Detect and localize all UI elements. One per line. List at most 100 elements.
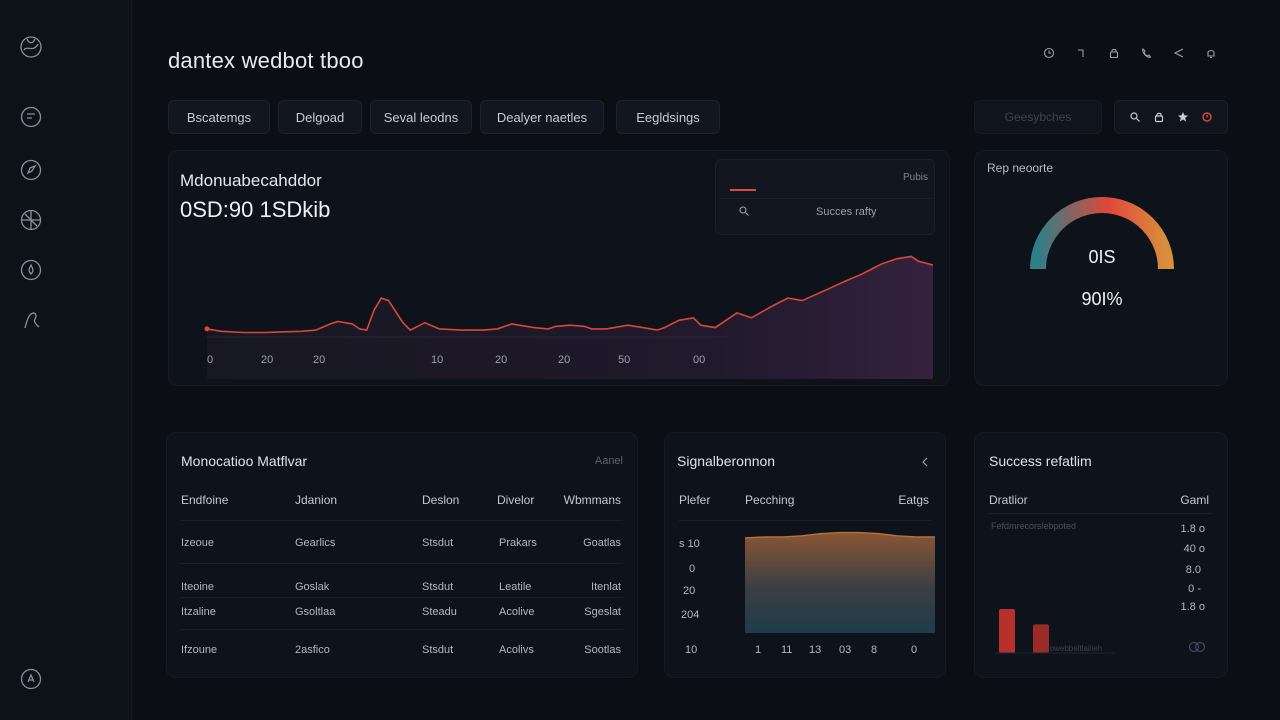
sidebar <box>0 0 132 720</box>
toolbar <box>1114 100 1228 134</box>
success-value: 8.0 <box>1185 564 1201 576</box>
search-icon[interactable] <box>1128 110 1142 124</box>
alert-icon[interactable] <box>1200 110 1214 124</box>
row-divider <box>181 629 623 630</box>
monitoring-action[interactable]: Aanel <box>594 455 623 467</box>
area-fill <box>745 532 935 633</box>
col-header[interactable]: Divelor <box>497 493 535 507</box>
series-start-point <box>204 326 210 332</box>
area-fill <box>207 256 933 379</box>
series-line <box>744 531 935 539</box>
success-footer: rowebbeltlaiiieh <box>1047 644 1103 653</box>
x-tick-label: 11 <box>781 644 793 656</box>
x-tick-label: 10 <box>431 354 443 366</box>
col-header[interactable]: Pecching <box>745 493 795 507</box>
legend-divider <box>720 198 932 199</box>
globe-icon[interactable] <box>18 34 44 60</box>
main-chart-card: Mdonuabecahddor 0SD:90 1SDkib Pubis Succ… <box>168 150 950 386</box>
y-tick-label: 204 <box>681 609 700 621</box>
table-cell: Sootlas <box>584 644 621 656</box>
monitoring-title: Monocatioo Matflvar <box>181 453 308 469</box>
table-cell: Sgeslat <box>584 606 621 618</box>
gauge-title: Rep neoorte <box>987 161 1054 175</box>
success-card: Success refatlim Dratlior Gaml Fefdmreco… <box>974 432 1228 678</box>
col-header[interactable]: Dratlior <box>989 493 1028 507</box>
x-tick-label: 8 <box>871 644 878 656</box>
table-cell: Acolive <box>499 606 535 618</box>
row-divider <box>181 597 623 598</box>
grid-globe-icon[interactable] <box>18 207 44 233</box>
row-divider <box>181 520 623 521</box>
signal-area-chart <box>744 531 935 633</box>
y-tick-label: 0 <box>689 563 696 575</box>
phone-icon[interactable] <box>1137 44 1155 62</box>
legend-search-label[interactable]: Succes rafty <box>816 206 877 218</box>
tab-bscatemgs[interactable]: Bscatemgs <box>168 100 270 134</box>
gauge-arc <box>1030 197 1174 270</box>
table-cell: Stsdut <box>422 537 454 549</box>
lock-icon[interactable] <box>1105 44 1123 62</box>
lock-icon[interactable] <box>1152 110 1166 124</box>
tab-eegldsings[interactable]: Eegldsings <box>616 100 720 134</box>
star-icon[interactable] <box>1176 110 1190 124</box>
table-cell: Gearlics <box>295 537 336 549</box>
header-icons <box>1040 44 1220 62</box>
table-cell: Gsoltlaa <box>295 606 336 618</box>
legend-tag: Pubis <box>902 172 928 183</box>
table-cell: Stsdut <box>422 644 454 656</box>
success-value: 40 o <box>1183 543 1205 555</box>
bar <box>1033 624 1049 653</box>
table-cell: 2asfico <box>295 644 330 656</box>
chat-bubbles-icon[interactable] <box>1187 640 1207 654</box>
table-cell: Itenlat <box>591 581 621 593</box>
table-cell: Ifzoune <box>181 644 218 656</box>
table-cell: Stsdut <box>422 581 454 593</box>
tab-delgoad[interactable]: Delgoad <box>278 100 362 134</box>
x-tick-label: 50 <box>618 354 630 366</box>
settings-icon[interactable] <box>18 666 44 692</box>
table-cell: Izeoue <box>181 537 215 549</box>
pin-icon[interactable] <box>1072 44 1090 62</box>
x-tick-label: 1 <box>755 644 762 656</box>
gauge-card: Rep neoorte 0IS 90I% <box>974 150 1228 386</box>
table-cell: Prakars <box>499 537 537 549</box>
y-tick-label: s 10 <box>679 538 700 550</box>
x-tick-label: 13 <box>809 644 822 656</box>
user-icon[interactable] <box>18 307 44 333</box>
row-divider <box>181 563 623 564</box>
col-header[interactable]: Jdanion <box>295 493 338 507</box>
share-icon[interactable] <box>1170 44 1188 62</box>
table-cell: Goatlas <box>583 537 621 549</box>
table-cell: Acolivs <box>499 644 534 656</box>
table-cell: Steadu <box>422 606 457 618</box>
main-area-chart: 0 20 20 10 20 20 50 00 <box>204 255 934 379</box>
table-cell: Itzaline <box>181 606 216 618</box>
compass-icon[interactable] <box>18 157 44 183</box>
drop-icon[interactable] <box>18 257 44 283</box>
gauge-percent: 90I% <box>1081 289 1123 309</box>
success-title: Success refatlim <box>989 453 1092 469</box>
col-header[interactable]: Gaml <box>1180 493 1209 507</box>
bell-icon[interactable] <box>1202 44 1220 62</box>
table-cell: Iteoine <box>181 581 215 593</box>
search-icon[interactable] <box>738 204 750 216</box>
search-box[interactable]: Geesybches <box>974 100 1102 134</box>
tab-dealyer-naetles[interactable]: Dealyer naetles <box>480 100 604 134</box>
col-header[interactable]: Deslon <box>422 493 460 507</box>
x-tick-label: 0 <box>911 644 918 656</box>
col-header[interactable]: Endfoine <box>181 493 229 507</box>
success-subtitle: Fefdmrecorslebpoted <box>991 521 1077 531</box>
clock-icon[interactable] <box>1040 44 1058 62</box>
chevron-left-icon[interactable] <box>919 455 931 467</box>
col-header[interactable]: Plefer <box>679 493 711 507</box>
tab-seval-leodns[interactable]: Seval leodns <box>370 100 472 134</box>
app-title: dantex wedbot tboo <box>168 48 364 73</box>
table-cell: Leatile <box>499 581 532 593</box>
x-tick-label: 00 <box>693 354 705 366</box>
y-tick-label: 20 <box>683 585 696 597</box>
col-header[interactable]: Wbmmans <box>563 493 621 507</box>
col-header[interactable]: Eatgs <box>898 493 929 507</box>
signal-title: Signalberonnon <box>677 453 776 469</box>
signal-card: Signalberonnon Plefer Pecching Eatgs s 1… <box>664 432 946 678</box>
chat-icon[interactable] <box>18 104 44 130</box>
